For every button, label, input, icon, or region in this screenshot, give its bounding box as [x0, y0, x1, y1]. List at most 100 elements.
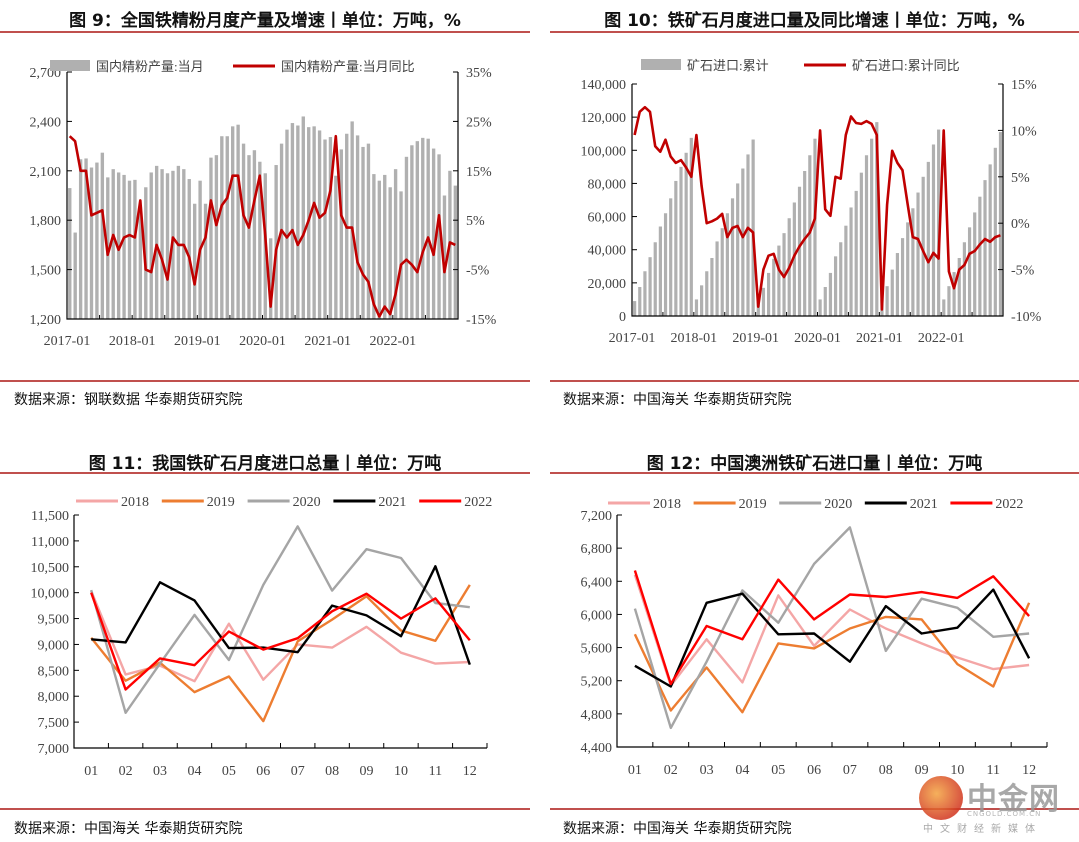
bar: [89, 167, 94, 319]
bar: [203, 203, 208, 319]
source-note-12: 数据来源：中国海关 华泰期货研究院: [563, 821, 792, 837]
bar: [679, 166, 683, 316]
x-tick-label: 2018-01: [109, 334, 156, 349]
title-divider: [0, 31, 530, 33]
x-tick-label: 2020-01: [794, 331, 841, 346]
bar: [797, 186, 802, 316]
bar: [426, 138, 430, 319]
left-y-tick-label: 1,800: [30, 214, 62, 229]
bar: [818, 299, 822, 316]
x-tick-label: 03: [700, 763, 714, 778]
bar: [952, 272, 956, 316]
bar: [95, 162, 99, 319]
bar: [355, 135, 360, 319]
bar: [674, 180, 678, 316]
right-y-tick-label: 5%: [466, 214, 485, 229]
logo-emblem-icon: [919, 776, 963, 820]
y-tick-label: 6,000: [581, 608, 613, 623]
bar: [192, 203, 197, 319]
bar: [176, 165, 181, 319]
right-y-tick-label: 5%: [1011, 171, 1030, 186]
y-tick-label: 6,400: [581, 575, 613, 590]
bar: [663, 213, 668, 316]
bar: [122, 174, 126, 319]
right-y-tick-label: 15%: [1011, 78, 1037, 93]
axis-frame: [73, 515, 487, 749]
bar: [983, 180, 987, 316]
bar: [127, 180, 132, 319]
source-divider: [550, 380, 1079, 382]
bar: [715, 241, 719, 316]
chart-title-12: 图 12：中国澳洲铁矿石进口量丨单位：万吨: [646, 454, 983, 474]
bar: [875, 122, 879, 316]
legend-label: 2018: [121, 495, 149, 510]
bar: [808, 155, 812, 316]
legend-label: 2022: [995, 497, 1023, 512]
bar: [746, 154, 750, 316]
bar: [761, 287, 766, 316]
bar: [415, 141, 420, 319]
right-y-tick-label: -10%: [1011, 310, 1042, 325]
bar: [906, 222, 910, 316]
bar: [694, 299, 699, 316]
bar: [236, 124, 240, 320]
bar: [648, 257, 652, 316]
bar: [312, 126, 316, 319]
watermark-tagline: 中文财经新媒体: [923, 824, 1042, 835]
legend-label: 2019: [739, 497, 767, 512]
x-tick-label: 01: [84, 764, 98, 779]
bar: [328, 137, 333, 319]
left-y-tick-label: 80,000: [588, 177, 627, 192]
legend-bar-swatch: [50, 60, 90, 71]
title-divider: [0, 472, 530, 474]
right-y-tick-label: 10%: [1011, 124, 1037, 139]
bar: [633, 301, 637, 316]
bar: [350, 121, 354, 320]
left-y-tick-label: 120,000: [581, 111, 627, 126]
x-tick-label: 2021-01: [856, 331, 903, 346]
legend-label: 2020: [293, 495, 321, 510]
bar: [751, 139, 755, 316]
bar: [962, 242, 967, 316]
legend-label: 2019: [207, 495, 235, 510]
y-tick-label: 8,000: [38, 690, 70, 705]
bar: [813, 138, 817, 316]
bar: [772, 258, 776, 316]
bar: [911, 208, 915, 316]
bar: [225, 136, 229, 319]
bar: [823, 287, 827, 316]
left-y-tick-label: 0: [619, 310, 626, 325]
bar: [854, 190, 858, 316]
series-line-2021: [634, 588, 1031, 688]
left-y-tick-label: 100,000: [581, 144, 627, 159]
x-tick-label: 06: [256, 764, 270, 779]
bar: [849, 207, 853, 316]
series-line-2018: [633, 574, 1030, 687]
bar: [741, 168, 745, 316]
x-tick-label: 05: [771, 763, 785, 778]
bar: [116, 172, 121, 319]
bar: [285, 129, 289, 319]
bar: [437, 154, 441, 319]
bar: [870, 138, 874, 316]
bar: [214, 155, 219, 319]
bar: [144, 187, 148, 319]
x-tick-label: 2018-01: [670, 331, 717, 346]
bar: [756, 301, 760, 316]
right-y-tick-label: 0%: [1011, 217, 1030, 232]
bar: [372, 174, 376, 319]
bar: [767, 272, 771, 316]
bar: [710, 258, 714, 316]
x-tick-label: 2017-01: [609, 331, 656, 346]
bar: [937, 129, 941, 316]
bar: [361, 146, 365, 319]
left-y-tick-label: 20,000: [588, 277, 627, 292]
bar: [187, 179, 191, 319]
legend-label: 国内精粉产量:当月同比: [281, 59, 415, 74]
y-tick-label: 7,200: [581, 509, 613, 524]
y-tick-label: 4,800: [581, 708, 613, 723]
bar: [399, 191, 403, 319]
bar: [947, 286, 951, 316]
bar: [725, 213, 729, 316]
x-tick-label: 2017-01: [44, 334, 91, 349]
